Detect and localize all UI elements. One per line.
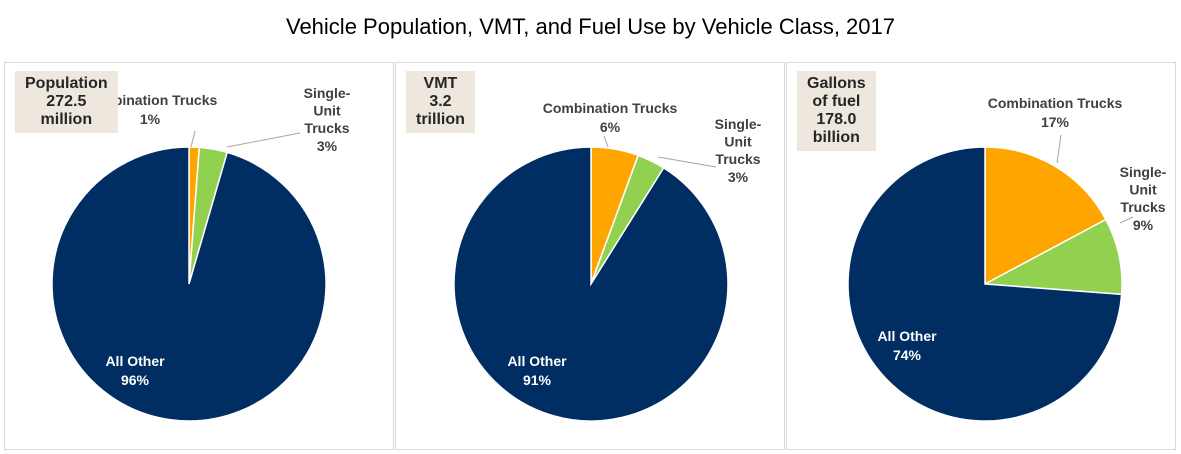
slice-label: Unit xyxy=(313,103,341,119)
slice-label: Unit xyxy=(1129,182,1157,198)
box-line: 178.0 xyxy=(816,111,857,128)
box-line: 272.5 xyxy=(46,93,87,110)
slice-percent-label: 96% xyxy=(121,372,150,388)
leader-line xyxy=(603,135,609,148)
slice-label: Single- xyxy=(715,116,762,132)
slice-label: All Other xyxy=(105,353,165,369)
slice-label: Single- xyxy=(1120,164,1167,180)
pie-panel-vmt: Combination Trucks 6% Single- Unit Trucks 3% A… xyxy=(395,62,785,450)
leader-line xyxy=(226,132,301,148)
slice-percent-label: 9% xyxy=(1133,217,1154,233)
slice-label: Combination Trucks xyxy=(543,100,678,116)
pie-panel-population: Combination Trucks 1% Single- Unit Trucks 3% A… xyxy=(4,62,394,450)
slice-label: Unit xyxy=(724,134,752,150)
slice-label: Trucks xyxy=(1120,199,1165,215)
pie-slice-other xyxy=(847,146,1123,422)
total-box-fuel: Gallons of fuel 178.0 billion xyxy=(797,71,876,151)
pie-panel-fuel: Combination Trucks 17% Single- Unit Trucks 9%… xyxy=(786,62,1176,450)
box-line: VMT xyxy=(423,75,458,92)
slice-percent-label: 3% xyxy=(317,138,338,154)
total-box-vmt: VMT 3.2 trillion xyxy=(406,71,475,133)
chart-title: Vehicle Population, VMT, and Fuel Use by… xyxy=(285,14,896,39)
pie-slice-combination xyxy=(984,146,1107,286)
slice-percent-label: 74% xyxy=(893,347,922,363)
pie-slice-other xyxy=(51,146,327,422)
pie-chart-svg: Combination Trucks1%Single-UnitTrucks3%A… xyxy=(51,85,351,422)
box-line: billion xyxy=(812,129,860,146)
box-line: Population xyxy=(25,75,108,92)
slice-label: All Other xyxy=(877,328,937,344)
slice-percent-label: 6% xyxy=(600,119,621,135)
box-line: of fuel xyxy=(812,93,861,110)
slice-percent-label: 3% xyxy=(728,169,749,185)
slice-percent-label: 1% xyxy=(140,111,161,127)
slice-label: Combination Trucks xyxy=(988,95,1123,111)
slice-label: All Other xyxy=(507,353,567,369)
leader-line xyxy=(190,130,196,148)
slice-label: Single- xyxy=(304,85,351,101)
box-line: million xyxy=(40,111,93,128)
box-line: 3.2 xyxy=(429,93,452,110)
leader-line xyxy=(1056,134,1062,164)
leader-line xyxy=(657,156,717,168)
box-line: trillion xyxy=(416,111,465,128)
slice-percent-label: 17% xyxy=(1041,114,1070,130)
box-line: Gallons xyxy=(807,75,866,92)
slice-percent-label: 91% xyxy=(523,372,552,388)
leader-line xyxy=(1119,216,1134,224)
slice-label: Trucks xyxy=(715,151,760,167)
total-box-population: Population 272.5 million xyxy=(15,71,118,133)
pie-slice-other xyxy=(453,146,729,422)
slice-label: Trucks xyxy=(304,120,349,136)
